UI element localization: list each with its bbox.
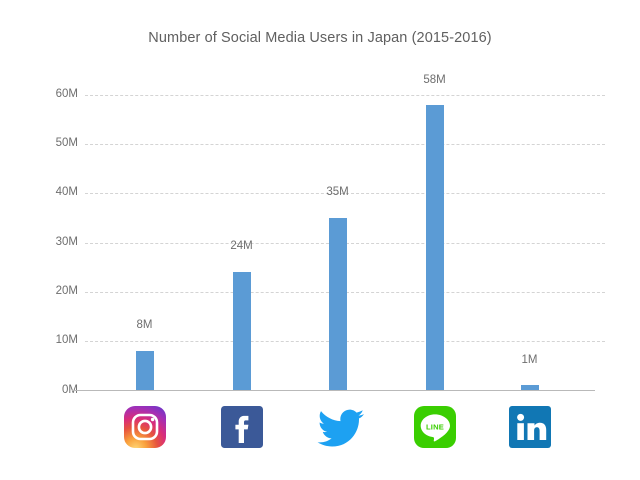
bar-group-twitter: 35M xyxy=(289,0,386,480)
instagram-icon xyxy=(123,406,166,448)
chart-title: Number of Social Media Users in Japan (2… xyxy=(148,30,492,46)
line-icon-text: LINE xyxy=(425,422,443,431)
y-tick-label: 10M xyxy=(55,334,78,346)
line-icon: LINE xyxy=(413,406,456,448)
bar-value-label: 35M xyxy=(326,186,349,198)
bar-group-linkedin: 1M xyxy=(481,0,578,480)
bar-value-label: 24M xyxy=(230,240,253,252)
x-axis-baseline xyxy=(72,390,595,391)
bar-group-facebook: 24M xyxy=(193,0,290,480)
bar-linkedin xyxy=(520,385,539,390)
bar-value-label: 1M xyxy=(521,354,538,366)
bar-value-label: 58M xyxy=(423,74,446,86)
twitter-icon xyxy=(317,406,364,448)
bar-group-instagram: 8M xyxy=(96,0,193,480)
y-tick-label: 40M xyxy=(55,186,78,198)
bar-line xyxy=(425,105,444,390)
gridline-50m xyxy=(85,144,605,145)
y-tick-label: 50M xyxy=(55,137,78,149)
bar-instagram xyxy=(135,351,154,390)
bar-twitter xyxy=(328,218,347,390)
bar-value-label: 8M xyxy=(136,319,153,331)
bar-facebook xyxy=(232,272,251,390)
gridline-60m xyxy=(85,95,605,96)
y-axis: 60M 50M 40M 30M 20M 10M 0M xyxy=(28,0,78,480)
y-tick-label: 0M xyxy=(62,384,78,396)
gridline-40m xyxy=(85,193,605,194)
y-tick-label: 60M xyxy=(55,88,78,100)
bar-group-line: 58M LINE xyxy=(386,0,483,480)
y-tick-label: 20M xyxy=(55,285,78,297)
y-tick-label: 30M xyxy=(55,236,78,248)
facebook-icon xyxy=(220,406,263,448)
linkedin-icon xyxy=(508,406,551,448)
